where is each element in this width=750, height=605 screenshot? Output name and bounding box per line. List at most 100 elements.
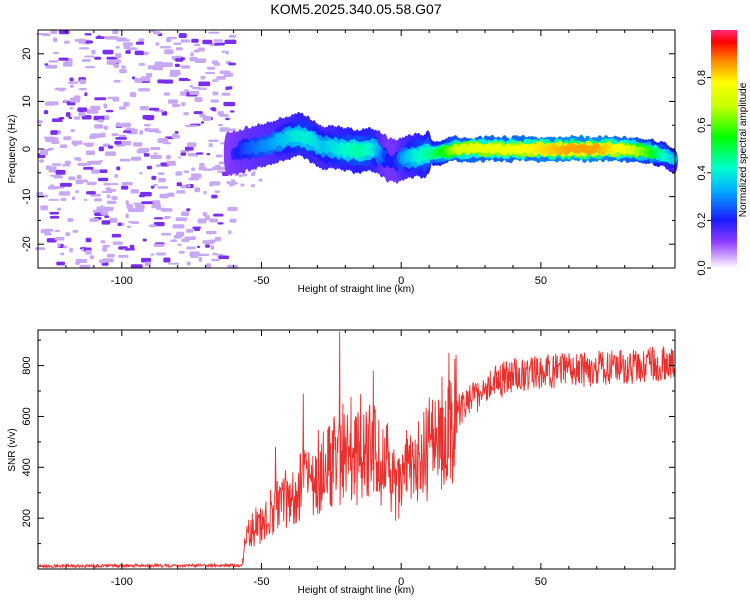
noise-speck	[34, 247, 46, 250]
noise-speck	[68, 81, 79, 84]
spectrogram-y-tick-label: -20	[21, 236, 33, 252]
noise-speck	[48, 60, 59, 63]
noise-speck	[70, 129, 75, 133]
noise-speck	[85, 237, 92, 243]
noise-speck	[161, 111, 168, 116]
noise-speck	[189, 90, 200, 95]
noise-speck	[58, 57, 69, 61]
noise-speck	[205, 230, 217, 235]
noise-speck	[115, 123, 124, 127]
noise-speck	[65, 112, 71, 117]
noise-speck	[163, 257, 171, 263]
noise-speck	[210, 245, 215, 250]
noise-speck	[218, 255, 230, 260]
noise-speck	[194, 187, 201, 193]
noise-speck	[169, 72, 179, 77]
noise-speck	[73, 116, 81, 120]
noise-speck	[186, 208, 191, 212]
noise-speck	[242, 173, 247, 177]
noise-speck	[205, 215, 210, 221]
noise-speck	[157, 186, 169, 189]
noise-speck	[250, 184, 255, 188]
noise-speck	[173, 42, 182, 45]
noise-speck	[193, 111, 203, 115]
noise-speck	[106, 194, 111, 199]
noise-speck	[89, 218, 99, 222]
noise-speck	[172, 224, 185, 229]
noise-speck	[97, 35, 101, 39]
noise-speck	[106, 253, 115, 258]
noise-speck	[101, 262, 109, 266]
noise-speck	[91, 169, 100, 174]
noise-speck	[78, 112, 86, 117]
noise-speck	[126, 225, 132, 229]
noise-speck	[116, 59, 122, 64]
noise-speck	[59, 144, 68, 149]
noise-speck	[51, 166, 57, 169]
noise-speck	[68, 116, 73, 119]
colorbar-tick-label: 0.4	[696, 165, 708, 180]
noise-speck	[160, 208, 173, 212]
noise-speck	[125, 39, 131, 42]
noise-speck	[132, 142, 143, 147]
noise-speck	[135, 204, 145, 210]
noise-speck	[105, 109, 114, 113]
noise-speck	[230, 110, 235, 113]
noise-speck	[142, 238, 147, 242]
noise-speck	[94, 124, 104, 129]
noise-speck	[119, 68, 127, 74]
noise-speck	[197, 245, 201, 249]
snr-series-line	[37, 331, 676, 570]
noise-speck	[111, 233, 122, 238]
noise-speck	[50, 29, 58, 35]
noise-speck	[99, 169, 108, 174]
noise-speck	[75, 179, 84, 185]
noise-speck	[219, 113, 229, 117]
snr-y-tick-label: 400	[21, 458, 33, 476]
noise-speck	[130, 156, 142, 161]
noise-speck	[66, 101, 76, 106]
noise-speck	[229, 183, 234, 187]
noise-speck	[90, 133, 102, 138]
noise-speck	[194, 226, 201, 232]
noise-speck	[40, 205, 49, 211]
noise-speck	[191, 173, 202, 179]
noise-speck	[54, 229, 61, 233]
noise-speck	[98, 146, 104, 152]
noise-speck	[190, 236, 197, 239]
noise-speck	[90, 105, 101, 111]
noise-speck	[193, 43, 201, 47]
noise-speck	[118, 134, 127, 138]
colorbar-tick-label: 0.2	[696, 213, 708, 228]
noise-speck	[99, 259, 106, 264]
noise-speck	[128, 220, 136, 224]
noise-speck	[240, 183, 245, 187]
noise-speck	[102, 246, 108, 252]
noise-speck	[97, 177, 109, 182]
snr-marks	[37, 331, 676, 570]
noise-speck	[89, 160, 102, 165]
noise-speck	[184, 89, 190, 92]
noise-speck	[211, 60, 219, 65]
noise-speck	[50, 130, 58, 135]
noise-speck	[197, 47, 205, 52]
noise-speck	[155, 164, 162, 168]
noise-speck	[230, 179, 235, 183]
noise-speck	[157, 79, 164, 84]
noise-speck	[127, 203, 131, 209]
colorbar-tick-label: 0.6	[696, 118, 708, 133]
noise-speck	[208, 143, 213, 148]
noise-speck	[59, 182, 72, 187]
noise-speck	[164, 215, 171, 219]
noise-speck	[219, 127, 230, 132]
noise-speck	[117, 222, 122, 226]
noise-speck	[110, 183, 119, 186]
noise-speck	[180, 91, 187, 96]
noise-speck	[123, 130, 132, 133]
noise-speck	[36, 33, 49, 36]
noise-speck	[198, 257, 203, 263]
noise-speck	[209, 181, 221, 186]
noise-speck	[83, 166, 94, 170]
noise-speck	[163, 92, 170, 96]
